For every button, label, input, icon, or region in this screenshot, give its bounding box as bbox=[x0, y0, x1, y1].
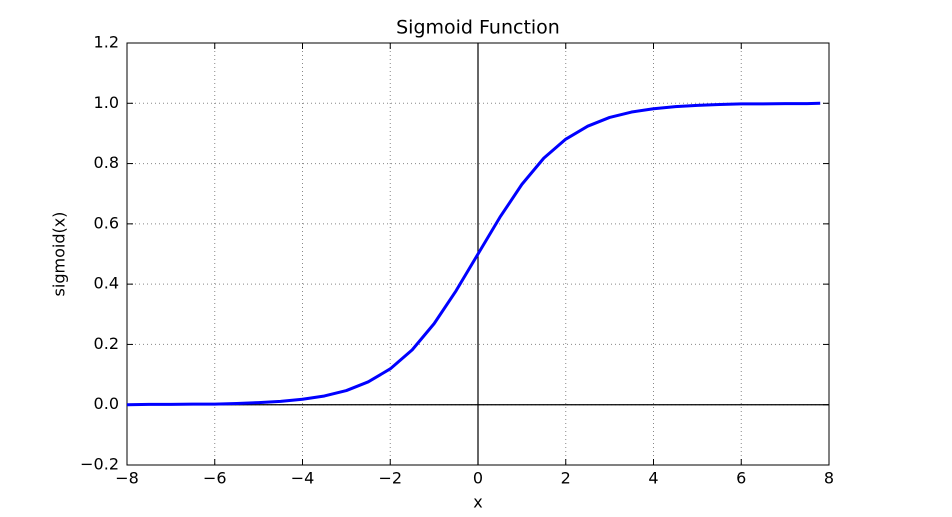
x-tick-label: −2 bbox=[378, 469, 402, 488]
x-tick-label: −6 bbox=[203, 469, 227, 488]
y-tick-label: 0.8 bbox=[94, 153, 119, 172]
y-tick-label: 1.0 bbox=[94, 93, 119, 112]
y-axis-label: sigmoid(x) bbox=[50, 212, 69, 297]
x-tick-label: 2 bbox=[561, 469, 571, 488]
y-tick-label: 0.6 bbox=[94, 213, 119, 232]
x-tick-label: −8 bbox=[115, 469, 139, 488]
chart-title: Sigmoid Function bbox=[396, 17, 560, 39]
y-tick-label: 0.4 bbox=[94, 274, 119, 293]
plot-frame bbox=[126, 42, 830, 466]
y-tick-label: −0.2 bbox=[80, 455, 119, 474]
y-tick-label: 1.2 bbox=[94, 33, 119, 52]
line bbox=[126, 101, 821, 407]
y-tick-label: 0.2 bbox=[94, 334, 119, 353]
x-tick-label: 0 bbox=[473, 469, 483, 488]
y-tick-label: 0.0 bbox=[94, 394, 119, 413]
x-tick-label: −4 bbox=[291, 469, 315, 488]
x-axis-label: x bbox=[473, 493, 482, 512]
x-tick-label: 8 bbox=[824, 469, 834, 488]
x-tick-label: 4 bbox=[648, 469, 658, 488]
x-tick-label: 6 bbox=[736, 469, 746, 488]
